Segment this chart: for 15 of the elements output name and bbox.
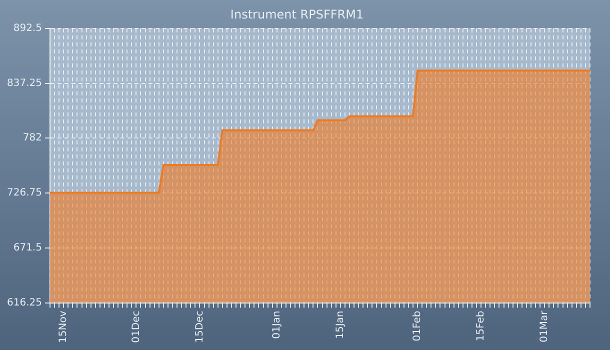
x-tick-label: 01Feb: [412, 310, 424, 342]
y-tick-label: 726.75: [6, 188, 42, 199]
x-tick-label: 01Mar: [539, 310, 550, 342]
y-tick-label: 837.25: [6, 78, 42, 89]
y-tick-label: 782: [22, 132, 42, 144]
x-tick-label: 15Jan: [335, 310, 346, 339]
x-tick-label: 15Nov: [58, 310, 70, 344]
y-tick-label: 616.25: [6, 297, 42, 308]
chart-title: Instrument RPSFFRM1: [230, 7, 364, 22]
x-tick-label: 01Jan: [271, 310, 282, 339]
y-tick-label: 892.5: [13, 22, 42, 34]
x-tick-label: 15Dec: [194, 310, 206, 343]
x-tick-label: 15Feb: [476, 310, 487, 342]
x-tick-label: 01Dec: [130, 310, 142, 343]
y-tick-label: 671.5: [13, 242, 42, 254]
